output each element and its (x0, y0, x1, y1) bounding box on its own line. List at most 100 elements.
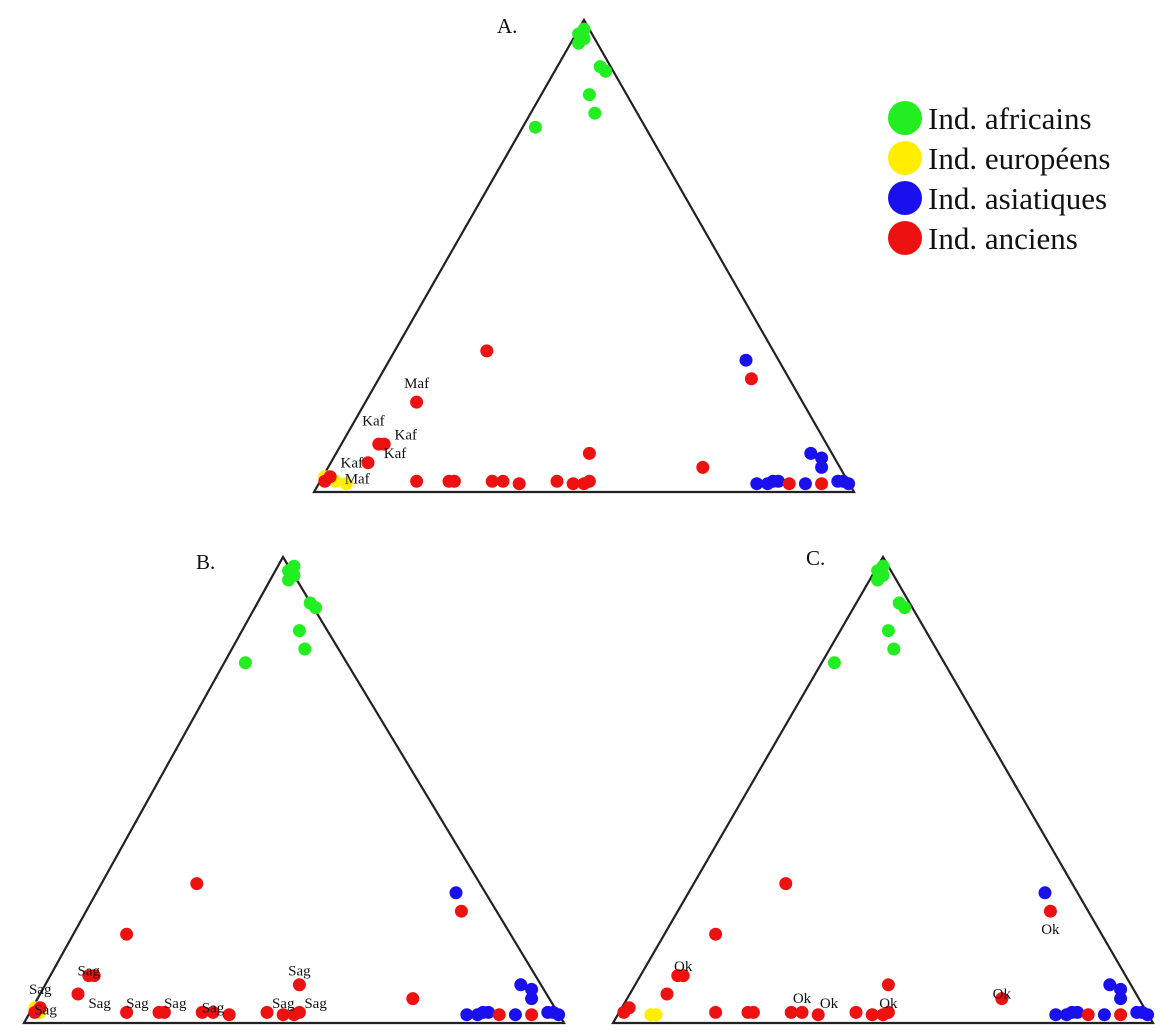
data-point (1097, 1008, 1111, 1022)
data-point (887, 642, 901, 656)
point-annotation: Kaf (362, 413, 385, 429)
data-point (779, 877, 793, 891)
data-point (480, 344, 494, 358)
data-point (318, 474, 332, 488)
data-point (831, 474, 845, 488)
data-point (206, 1005, 220, 1019)
data-point (865, 1008, 879, 1022)
data-point (815, 451, 829, 465)
data-point (28, 1005, 42, 1019)
legend-item: Ind. asiatiques (888, 178, 1111, 218)
point-annotation: Ok (674, 959, 693, 975)
data-point (798, 477, 812, 491)
data-point (593, 60, 607, 74)
triangle-frame (312, 17, 856, 494)
data-point (746, 1005, 760, 1019)
triangle-frame (22, 554, 566, 1025)
data-point (588, 106, 602, 120)
data-point (410, 474, 424, 488)
data-point (514, 978, 528, 992)
data-point (406, 992, 420, 1006)
data-point (709, 1005, 723, 1019)
point-annotation: Ok (993, 987, 1012, 1003)
data-point (460, 1008, 474, 1022)
point-annotation: Ok (1041, 922, 1060, 938)
data-point (454, 904, 468, 918)
data-point (582, 446, 596, 460)
data-point (525, 992, 539, 1006)
data-point (525, 982, 539, 996)
point-annotation: Maf (345, 472, 370, 488)
data-point (447, 474, 461, 488)
data-point (881, 624, 895, 638)
data-point (582, 474, 596, 488)
legend-label: Ind. européens (928, 140, 1111, 176)
data-point (744, 372, 758, 386)
point-annotation: Maf (404, 376, 429, 392)
data-point (550, 474, 564, 488)
data-point (881, 1005, 895, 1019)
data-point (512, 477, 526, 491)
data-point (811, 1008, 825, 1022)
data-point (292, 978, 306, 992)
data-point (1103, 978, 1117, 992)
legend-label: Ind. africains (928, 100, 1092, 136)
data-point (449, 886, 463, 900)
legend-swatch (888, 221, 922, 255)
data-point (120, 927, 134, 941)
data-point (1114, 992, 1128, 1006)
data-point (496, 474, 510, 488)
point-annotation: Sag (78, 964, 101, 980)
data-point (541, 1005, 555, 1019)
legend-swatch (888, 181, 922, 215)
data-point (782, 477, 796, 491)
legend-swatch (888, 101, 922, 135)
data-point (282, 573, 296, 587)
legend-item: Ind. européens (888, 138, 1111, 178)
data-point (1043, 904, 1057, 918)
point-annotation: Kaf (395, 427, 418, 443)
data-point (676, 969, 690, 983)
data-point (842, 477, 856, 491)
data-point (287, 559, 301, 573)
data-point (739, 353, 753, 367)
data-point (1081, 1008, 1095, 1022)
data-point (709, 927, 723, 941)
data-point (238, 656, 252, 670)
data-point (784, 1005, 798, 1019)
data-point (1114, 982, 1128, 996)
data-point (995, 992, 1009, 1006)
data-point (1038, 886, 1052, 900)
data-point (649, 1008, 663, 1022)
data-point (815, 460, 829, 474)
data-point (871, 573, 885, 587)
panel-b: Sag Sag Sag Sag Sag Sag Sag Sag Sag Sag (22, 554, 566, 1025)
legend-swatch (888, 141, 922, 175)
data-point (525, 1008, 539, 1022)
legend: Ind. africains Ind. européens Ind. asiat… (888, 98, 1111, 258)
data-point (71, 987, 85, 1001)
panel-c-title: C. (806, 546, 826, 570)
data-point (617, 1005, 631, 1019)
data-point (577, 22, 591, 36)
point-annotation: Sag (288, 964, 311, 980)
data-point (1070, 1005, 1084, 1019)
point-annotation: Ok (793, 991, 812, 1007)
legend-item: Ind. africains (888, 98, 1111, 138)
data-point (481, 1005, 495, 1019)
data-point (750, 477, 764, 491)
data-point (804, 446, 818, 460)
data-point (566, 477, 580, 491)
point-annotation: Sag (164, 996, 187, 1012)
point-annotation: Kaf (384, 446, 407, 462)
data-point (157, 1005, 171, 1019)
data-point (1114, 1008, 1128, 1022)
data-point (795, 1005, 809, 1019)
data-point (552, 1008, 566, 1022)
point-annotation: Sag (88, 996, 111, 1012)
data-point (696, 460, 710, 474)
point-annotation: Sag (34, 1003, 57, 1019)
point-annotation: Ok (879, 996, 898, 1012)
